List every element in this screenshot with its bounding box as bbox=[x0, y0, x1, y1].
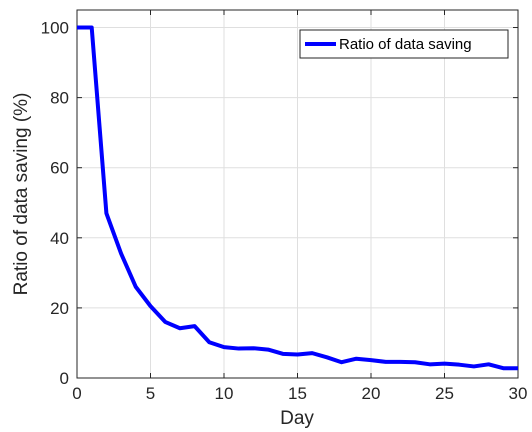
y-tick-label: 0 bbox=[60, 369, 69, 388]
x-tick-label: 10 bbox=[215, 384, 234, 403]
x-tick-label: 25 bbox=[435, 384, 454, 403]
legend-entry-label: Ratio of data saving bbox=[339, 36, 472, 53]
y-axis-label: Ratio of data saving (%) bbox=[11, 93, 32, 296]
x-axis-label: Day bbox=[280, 408, 314, 429]
x-tick-label: 0 bbox=[72, 384, 81, 403]
x-tick-label: 5 bbox=[146, 384, 155, 403]
x-tick-label: 30 bbox=[509, 384, 528, 403]
y-tick-label: 80 bbox=[50, 89, 69, 108]
legend: Ratio of data saving bbox=[299, 29, 509, 59]
axis-ticks bbox=[76, 10, 519, 379]
y-tick-label: 20 bbox=[50, 299, 69, 318]
x-tick-label: 20 bbox=[362, 384, 381, 403]
y-tick-label: 100 bbox=[41, 19, 69, 38]
series-line-0 bbox=[77, 25, 518, 371]
x-tick-label: 15 bbox=[288, 384, 307, 403]
series-layer bbox=[77, 25, 518, 371]
y-tick-label: 60 bbox=[50, 159, 69, 178]
tick-labels: 0 5 10 15 20 25 30 0 20 40 60 80 100 bbox=[41, 19, 528, 403]
y-tick-label: 40 bbox=[50, 229, 69, 248]
